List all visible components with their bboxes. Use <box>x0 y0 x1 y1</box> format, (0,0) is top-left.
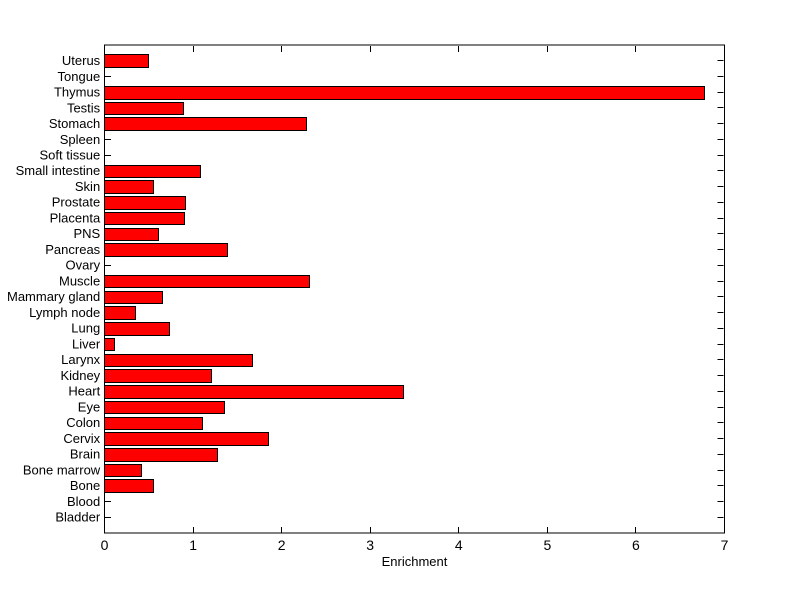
svg-text:Enrichment: Enrichment <box>382 554 448 569</box>
svg-text:Thymus: Thymus <box>54 85 101 100</box>
svg-text:Colon: Colon <box>66 415 100 430</box>
svg-text:4: 4 <box>455 537 463 553</box>
svg-text:Bone marrow: Bone marrow <box>23 462 101 477</box>
svg-text:Lung: Lung <box>71 321 100 336</box>
svg-text:Skin: Skin <box>75 179 100 194</box>
svg-text:Kidney: Kidney <box>60 368 100 383</box>
svg-text:Lymph node: Lymph node <box>29 305 100 320</box>
svg-text:Eye: Eye <box>78 399 100 414</box>
svg-text:Cervix: Cervix <box>63 431 100 446</box>
svg-text:5: 5 <box>544 537 552 553</box>
svg-text:2: 2 <box>278 537 286 553</box>
svg-text:Tongue: Tongue <box>58 69 101 84</box>
svg-text:Prostate: Prostate <box>52 195 100 210</box>
svg-text:Small intestine: Small intestine <box>16 163 101 178</box>
svg-text:0: 0 <box>101 537 109 553</box>
svg-text:6: 6 <box>632 537 640 553</box>
svg-text:Soft tissue: Soft tissue <box>39 148 100 163</box>
svg-text:Stomach: Stomach <box>49 116 100 131</box>
svg-text:1: 1 <box>189 537 197 553</box>
svg-text:Uterus: Uterus <box>62 53 101 68</box>
svg-text:Spleen: Spleen <box>60 132 100 147</box>
svg-text:Mammary gland: Mammary gland <box>7 289 100 304</box>
svg-text:PNS: PNS <box>73 226 100 241</box>
svg-text:Bladder: Bladder <box>55 510 100 525</box>
svg-text:Testis: Testis <box>67 100 101 115</box>
svg-text:Brain: Brain <box>70 447 100 462</box>
svg-text:Placenta: Placenta <box>50 211 101 226</box>
svg-text:Larynx: Larynx <box>61 352 101 367</box>
svg-text:Bone: Bone <box>70 478 100 493</box>
svg-text:7: 7 <box>721 537 729 553</box>
svg-text:Blood: Blood <box>67 494 100 509</box>
svg-text:Pancreas: Pancreas <box>45 242 100 257</box>
svg-text:Liver: Liver <box>72 336 101 351</box>
svg-text:Ovary: Ovary <box>66 258 101 273</box>
svg-text:Muscle: Muscle <box>59 273 100 288</box>
svg-text:3: 3 <box>366 537 374 553</box>
svg-text:Heart: Heart <box>68 384 100 399</box>
